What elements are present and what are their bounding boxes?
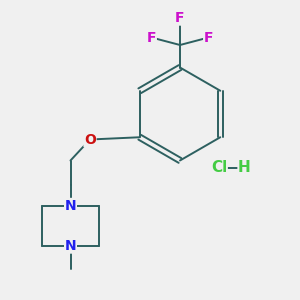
Text: O: O xyxy=(84,133,96,146)
Text: Cl: Cl xyxy=(211,160,227,175)
Text: N: N xyxy=(65,239,76,253)
Text: N: N xyxy=(65,199,76,212)
Text: F: F xyxy=(147,31,156,44)
Text: F: F xyxy=(175,11,185,25)
Text: F: F xyxy=(204,31,213,44)
Text: H: H xyxy=(238,160,251,175)
